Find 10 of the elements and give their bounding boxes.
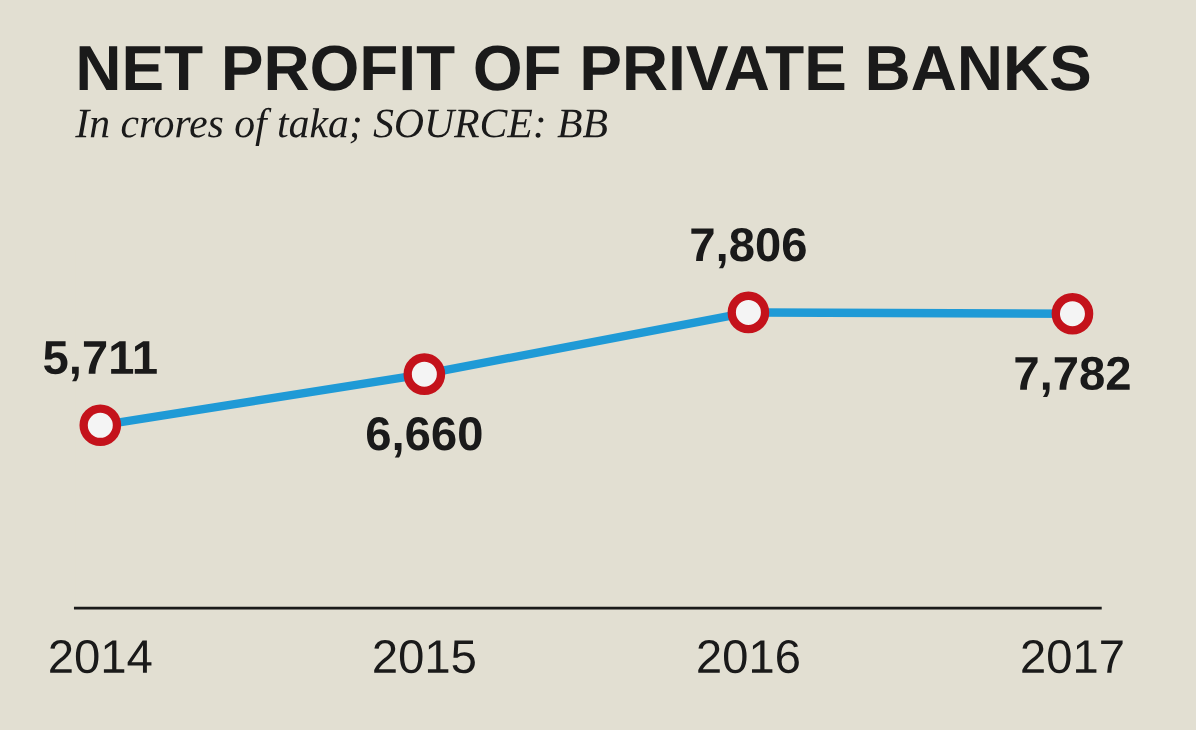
x-tick-label: 2017 [1022, 639, 1123, 674]
x-tick-label: 2016 [698, 639, 799, 674]
chart-title: NET PROFIT OF PRIVATE BANKS [79, 45, 1090, 91]
data-label: 7,782 [1015, 356, 1130, 397]
data-label: 5,711 [43, 341, 157, 382]
chart-subtitle: In crores of taka; SOURCE: BB [75, 107, 608, 146]
x-tick-label: 2015 [374, 639, 475, 674]
data-label: 6,660 [367, 417, 482, 458]
x-tick-label: 2014 [50, 639, 152, 674]
data-label: 7,806 [691, 228, 806, 269]
